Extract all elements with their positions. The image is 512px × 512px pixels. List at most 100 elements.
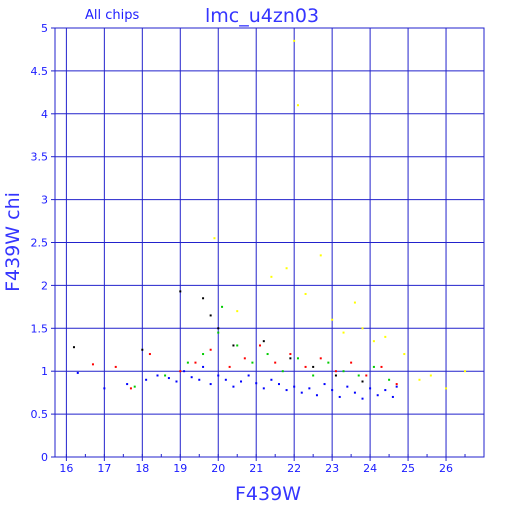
- data-point: [312, 365, 315, 368]
- data-point: [232, 385, 235, 388]
- data-point: [304, 365, 307, 368]
- data-point: [76, 371, 79, 374]
- data-point: [266, 353, 269, 356]
- x-tick-label: 22: [287, 462, 301, 475]
- data-point: [323, 383, 326, 386]
- data-point: [353, 301, 356, 304]
- data-point: [228, 365, 231, 368]
- data-point: [365, 374, 368, 377]
- data-point: [255, 382, 258, 385]
- data-point: [372, 340, 375, 343]
- data-point: [296, 357, 299, 360]
- data-point: [179, 370, 182, 373]
- data-point: [190, 376, 193, 379]
- data-point: [331, 318, 334, 321]
- x-tick-label: 26: [439, 462, 453, 475]
- data-point: [217, 331, 220, 334]
- data-point: [334, 370, 337, 373]
- data-point: [293, 385, 296, 388]
- data-point: [236, 310, 239, 313]
- chart-title: lmc_u4zn03: [205, 5, 319, 27]
- data-point: [217, 327, 220, 330]
- data-point: [350, 361, 353, 364]
- x-axis-title: F439W: [235, 483, 301, 505]
- data-point: [369, 387, 372, 390]
- data-point: [346, 385, 349, 388]
- x-tick-label: 24: [363, 462, 377, 475]
- data-point: [236, 344, 239, 347]
- data-point: [304, 292, 307, 295]
- data-point: [91, 363, 94, 366]
- y-tick-label: 2.5: [31, 237, 49, 250]
- data-point: [395, 385, 398, 388]
- y-tick-label: 1: [41, 365, 48, 378]
- data-point: [247, 374, 250, 377]
- data-point: [156, 374, 159, 377]
- y-tick-label: 3.5: [31, 151, 49, 164]
- data-point: [129, 387, 132, 390]
- data-point: [274, 361, 277, 364]
- data-point: [357, 374, 360, 377]
- data-point: [342, 331, 345, 334]
- x-tick-label: 16: [59, 462, 73, 475]
- data-point: [293, 39, 296, 42]
- data-point: [319, 357, 322, 360]
- data-point: [126, 383, 129, 386]
- data-point: [213, 237, 216, 240]
- chart-subtitle: All chips: [85, 8, 139, 23]
- data-point: [464, 370, 467, 373]
- data-point: [429, 374, 432, 377]
- data-point: [296, 104, 299, 107]
- data-point: [202, 297, 205, 300]
- data-point: [167, 377, 170, 380]
- data-point: [224, 378, 227, 381]
- data-point: [331, 389, 334, 392]
- data-point: [319, 254, 322, 257]
- y-tick-label: 4: [41, 108, 48, 121]
- data-point: [384, 335, 387, 338]
- data-point: [285, 389, 288, 392]
- data-point: [361, 397, 364, 400]
- data-point: [72, 346, 75, 349]
- data-point: [217, 374, 220, 377]
- data-point: [262, 340, 265, 343]
- data-point: [289, 357, 292, 360]
- data-point: [353, 391, 356, 394]
- y-tick-label: 1.5: [31, 322, 49, 335]
- data-point: [251, 361, 254, 364]
- data-point: [198, 378, 201, 381]
- y-axis-title: F439W chi: [2, 192, 24, 292]
- data-point: [391, 395, 394, 398]
- data-point: [277, 383, 280, 386]
- data-point: [338, 395, 341, 398]
- data-point: [270, 378, 273, 381]
- data-point: [141, 348, 144, 351]
- data-point: [308, 387, 311, 390]
- data-point: [194, 361, 197, 364]
- data-point: [232, 344, 235, 347]
- data-point: [395, 383, 398, 386]
- data-point: [243, 357, 246, 360]
- data-point: [403, 353, 406, 356]
- data-point: [300, 391, 303, 394]
- data-point: [327, 361, 330, 364]
- data-point: [259, 344, 262, 347]
- data-point: [315, 394, 318, 397]
- y-tick-label: 4.5: [31, 65, 49, 78]
- data-point: [133, 385, 136, 388]
- grid: [51, 27, 485, 461]
- data-point: [240, 380, 243, 383]
- x-tick-label: 18: [135, 462, 149, 475]
- data-point: [175, 380, 178, 383]
- data-point: [186, 361, 189, 364]
- data-point: [418, 378, 421, 381]
- data-point: [202, 353, 205, 356]
- data-point: [372, 365, 375, 368]
- data-point: [114, 365, 117, 368]
- y-tick-label: 0: [41, 451, 48, 464]
- x-tick-label: 25: [401, 462, 415, 475]
- data-point: [202, 365, 205, 368]
- data-point: [209, 348, 212, 351]
- data-point: [221, 305, 224, 308]
